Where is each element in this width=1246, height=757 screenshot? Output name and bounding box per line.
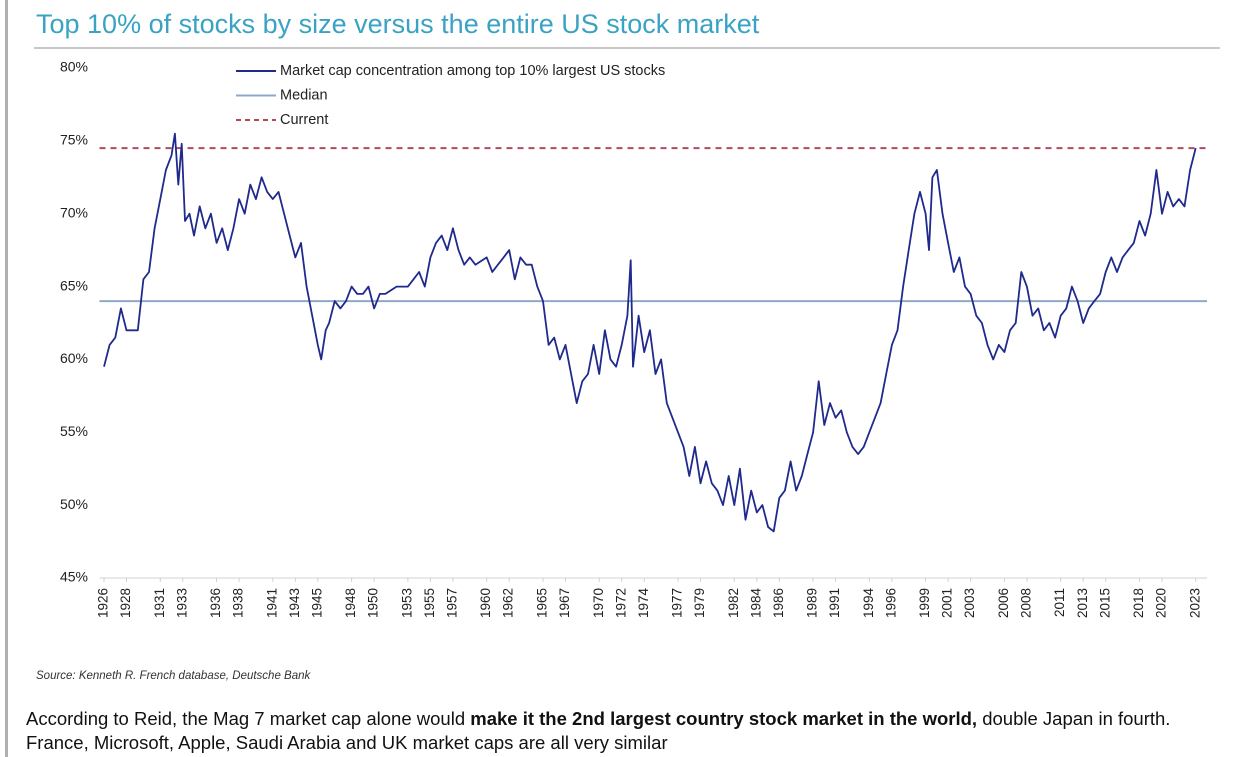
x-tick-label: 1943 [287, 588, 302, 618]
x-tick-label: 2011 [1052, 588, 1067, 617]
y-tick-label: 70% [60, 204, 88, 220]
legend-label: Market cap concentration among top 10% l… [280, 63, 665, 79]
legend-label: Current [280, 112, 328, 128]
x-tick-label: 1948 [343, 588, 358, 618]
chart-title: Top 10% of stocks by size versus the ent… [36, 9, 760, 39]
source-note: Source: Kenneth R. French database, Deut… [36, 670, 311, 682]
x-tick-label: 2001 [940, 588, 955, 618]
x-tick-label: 1957 [444, 588, 459, 618]
x-tick-label: 1953 [399, 588, 414, 618]
x-tick-label: 1960 [478, 588, 493, 618]
x-tick-label: 1989 [805, 588, 820, 618]
x-tick-label: 1938 [231, 588, 246, 618]
y-tick-label: 80% [60, 59, 88, 75]
chart: Top 10% of stocks by size versus the ent… [34, 9, 1220, 682]
x-tick-label: 1977 [670, 588, 685, 618]
caption-bold: make it the 2nd largest country stock ma… [470, 708, 978, 729]
left-bar [5, 0, 8, 757]
x-tick-label: 1974 [636, 588, 651, 619]
x-tick-label: 1986 [771, 588, 786, 618]
x-tick-label: 1955 [422, 588, 437, 618]
caption-text: According to Reid, the Mag 7 market cap … [26, 708, 471, 729]
y-tick-label: 75% [60, 132, 88, 148]
x-tick-label: 1941 [264, 588, 279, 618]
x-tick-label: 1967 [557, 588, 572, 618]
x-tick-label: 2015 [1097, 588, 1112, 618]
caption: According to Reid, the Mag 7 market cap … [26, 707, 1231, 755]
x-tick-label: 1999 [917, 588, 932, 618]
x-tick-label: 1965 [535, 588, 550, 618]
x-tick-label: 1972 [613, 588, 628, 618]
y-tick-label: 45% [60, 569, 88, 585]
x-tick-label: 1984 [748, 588, 763, 619]
x-tick-label: 1979 [692, 588, 707, 618]
y-tick-label: 50% [60, 496, 88, 512]
x-tick-label: 1936 [208, 588, 223, 618]
x-tick-label: 1950 [366, 588, 381, 618]
x-tick-label: 1926 [96, 588, 111, 618]
x-tick-label: 2003 [962, 588, 977, 618]
x-tick-label: 1962 [501, 588, 516, 618]
x-tick-label: 1945 [309, 588, 324, 618]
y-tick-label: 55% [60, 423, 88, 439]
x-tick-label: 1982 [726, 588, 741, 618]
y-tick-label: 65% [60, 277, 88, 293]
x-tick-label: 1933 [174, 588, 189, 618]
x-tick-label: 1970 [591, 588, 606, 618]
x-tick-label: 1991 [827, 588, 842, 618]
series-line [103, 132, 1197, 533]
x-tick-label: 1928 [118, 588, 133, 618]
x-tick-label: 1996 [883, 588, 898, 618]
y-tick-label: 60% [60, 350, 88, 366]
x-tick-label: 2023 [1187, 588, 1202, 618]
x-tick-label: 2020 [1154, 588, 1169, 618]
x-tick-label: 2006 [996, 588, 1011, 618]
x-tick-label: 2008 [1018, 588, 1033, 618]
x-tick-label: 1994 [861, 588, 876, 619]
x-tick-label: 2018 [1131, 588, 1146, 618]
x-tick-label: 1931 [152, 588, 167, 618]
caption-text: double Japan in fourth. France, Microsof… [26, 708, 1171, 753]
legend-label: Median [280, 87, 328, 103]
x-tick-label: 2013 [1075, 588, 1090, 618]
